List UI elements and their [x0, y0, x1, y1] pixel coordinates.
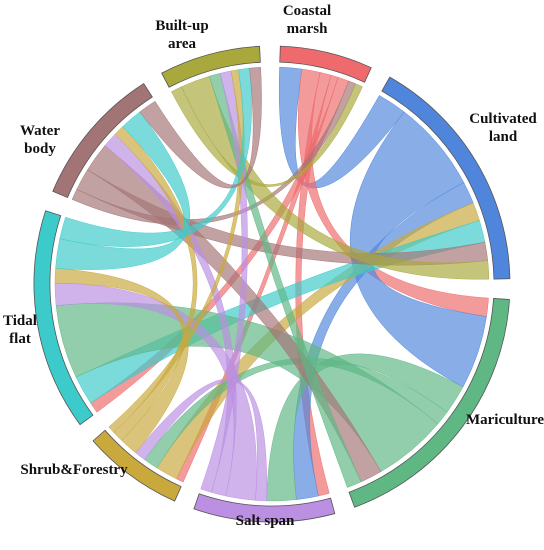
chord-ribbon: [139, 67, 262, 189]
chord-ribbon: [135, 378, 268, 502]
chord-ribbon: [55, 111, 191, 270]
sector-arc: [193, 493, 336, 523]
sector-arc: [348, 297, 510, 508]
sector-arc: [92, 429, 182, 502]
sector-label: Built-up area: [155, 18, 209, 52]
chord-ribbon: [171, 83, 363, 187]
sector-arc: [161, 45, 261, 88]
sector-label: Mariculture: [465, 412, 544, 428]
sector-label: Water body: [20, 123, 60, 157]
sector-arc: [381, 76, 511, 280]
sector-label: Coastal marsh: [282, 3, 332, 37]
sector-arc: [52, 82, 153, 199]
sector-label: Shrub&Forestry: [20, 462, 128, 478]
sector-label: Tidal flat: [3, 313, 37, 347]
chord-ribbon: [59, 67, 252, 247]
chord-ribbon: [108, 69, 245, 433]
chord-ribbon: [266, 353, 464, 502]
sector-arc: [33, 210, 94, 426]
chord-ribbon: [200, 70, 248, 493]
sector-label: Salt span: [235, 513, 295, 529]
sector-arc: [279, 45, 372, 83]
sector-label: Cultivated land: [469, 111, 537, 145]
